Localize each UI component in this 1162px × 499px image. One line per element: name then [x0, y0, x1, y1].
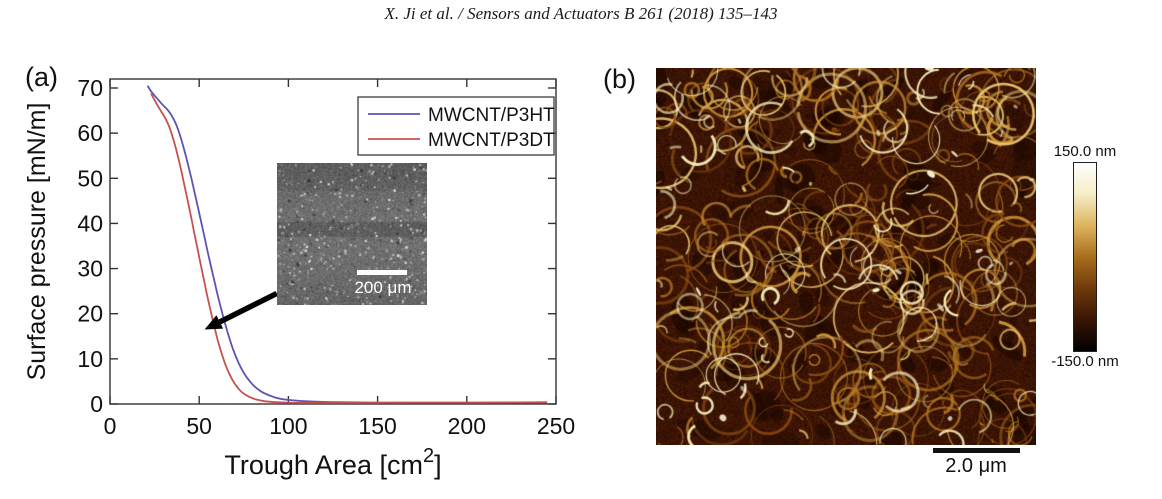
colorbar-min-label: -150.0 nm [1051, 353, 1119, 370]
y-axis-title: Surface pressure [mN/m] [23, 103, 51, 381]
x-tick-label: 0 [104, 413, 117, 439]
x-tick-label: 100 [269, 413, 307, 439]
afm-scale-bar-label: 2.0 μm [945, 455, 1007, 477]
annotation-arrow-shaft [218, 290, 279, 325]
inset-scale-bar-label: 200 μm [354, 278, 412, 297]
height-colorbar [1073, 162, 1097, 352]
legend-label-MWCNT/P3DT: MWCNT/P3DT [428, 130, 555, 151]
plot-frame [109, 78, 557, 405]
x-tick-label: 250 [537, 413, 575, 439]
y-tick-label: 40 [77, 210, 103, 236]
bam-microscopy-inset-image [277, 163, 427, 305]
y-tick-label: 50 [77, 165, 103, 191]
paper-citation: X. Ji et al. / Sensors and Actuators B 2… [384, 4, 778, 23]
x-tick-label: 50 [186, 413, 212, 439]
legend-label-MWCNT/P3HT: MWCNT/P3HT [428, 105, 555, 126]
y-tick-label: 30 [77, 256, 103, 282]
y-tick-label: 70 [77, 75, 103, 101]
x-tick-label: 200 [448, 413, 486, 439]
curve-MWCNT/P3HT [146, 85, 548, 404]
legend-box [357, 96, 555, 156]
afm-scale-bar [933, 448, 1020, 453]
panel-b-label: (b) [603, 64, 636, 94]
panel-a-label: (a) [25, 62, 58, 92]
isotherm-chart: 0 50 100 150 200 250 0 10 20 30 40 50 60 70 Surface pr… [23, 75, 575, 480]
y-tick-label: 10 [77, 346, 103, 372]
y-tick-label: 0 [90, 391, 103, 417]
x-axis-title: Trough Area [cm2] [224, 445, 441, 480]
y-tick-label: 20 [77, 301, 103, 327]
annotation-arrow-head [204, 315, 224, 330]
afm-topography-image [656, 68, 1036, 445]
inset-scale-bar [357, 270, 407, 275]
y-tick-label: 60 [77, 120, 103, 146]
x-tick-label: 150 [358, 413, 396, 439]
colorbar-max-label: 150.0 nm [1053, 143, 1117, 160]
